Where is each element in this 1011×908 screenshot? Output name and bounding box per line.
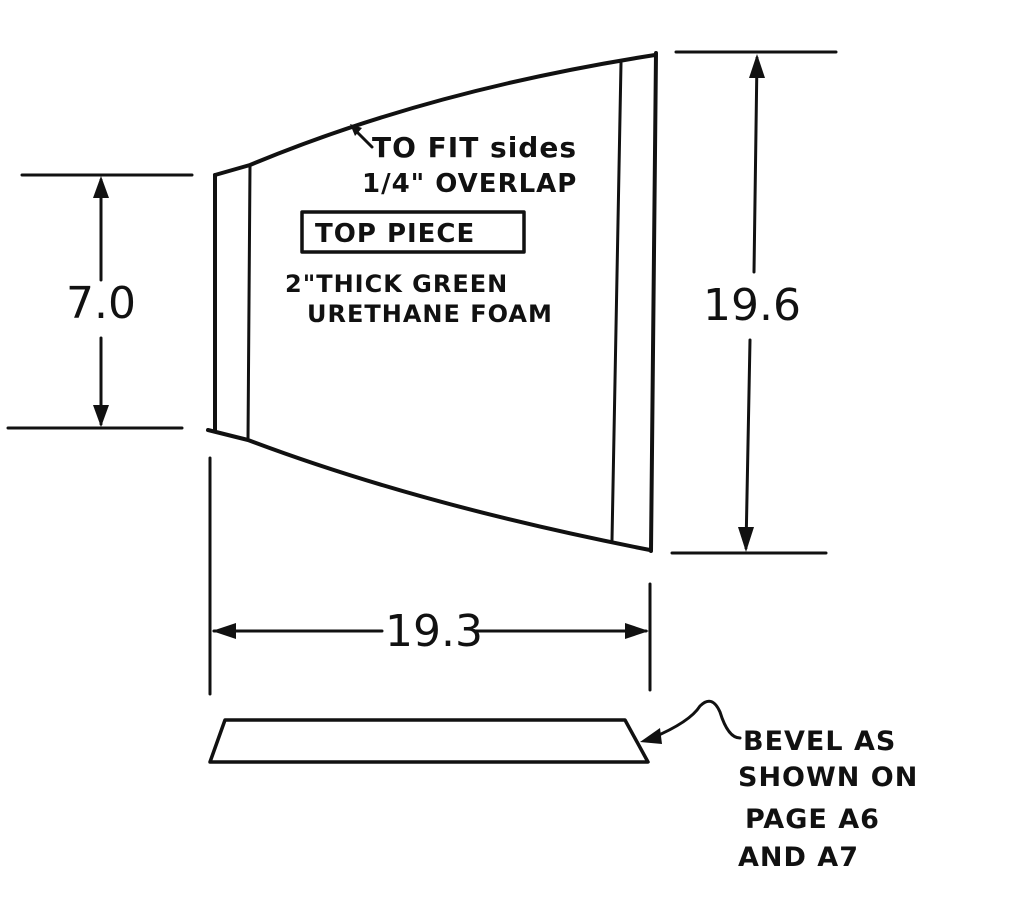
arrow-right-bottom [625,623,649,639]
bottom-dimension [208,456,652,696]
bevel-profile [208,718,650,764]
bevel-note-line-4: AND A7 [738,842,859,873]
bevel-note-line-3: PAGE A6 [745,804,880,835]
bevel-note-line-2: SHOWN ON [738,762,918,793]
top-curved-edge [213,53,657,177]
arrow-down-right [738,527,754,552]
arrow-up-right [749,54,765,78]
material-line-2: URETHANE FOAM [307,300,553,328]
fit-sides-note: TO FIT sides [372,131,577,164]
arrow-down-left [93,405,109,427]
dim-height-left: 7.0 [66,278,136,329]
dim-height-right: 19.6 [703,280,801,331]
right-overlap-line [610,61,623,542]
arrow-left-bottom [212,623,236,639]
title-box [300,210,526,254]
overlap-note: 1/4" OVERLAP [362,169,577,199]
material-line-1: 2"THICK GREEN [285,270,508,298]
title-text: TOP PIECE [315,219,475,249]
top-piece-outline [206,51,658,553]
arrow-up-left [93,176,109,198]
bottom-curved-edge [206,428,652,552]
dim-width-bottom: 19.3 [385,606,483,657]
right-edge [649,51,658,553]
right-dimension [670,50,838,555]
bevel-leader [640,699,742,744]
left-dimension [6,173,194,430]
centerline-arrow [350,124,374,149]
left-overlap-line [246,163,252,442]
bevel-note-line-1: BEVEL AS [743,726,896,757]
